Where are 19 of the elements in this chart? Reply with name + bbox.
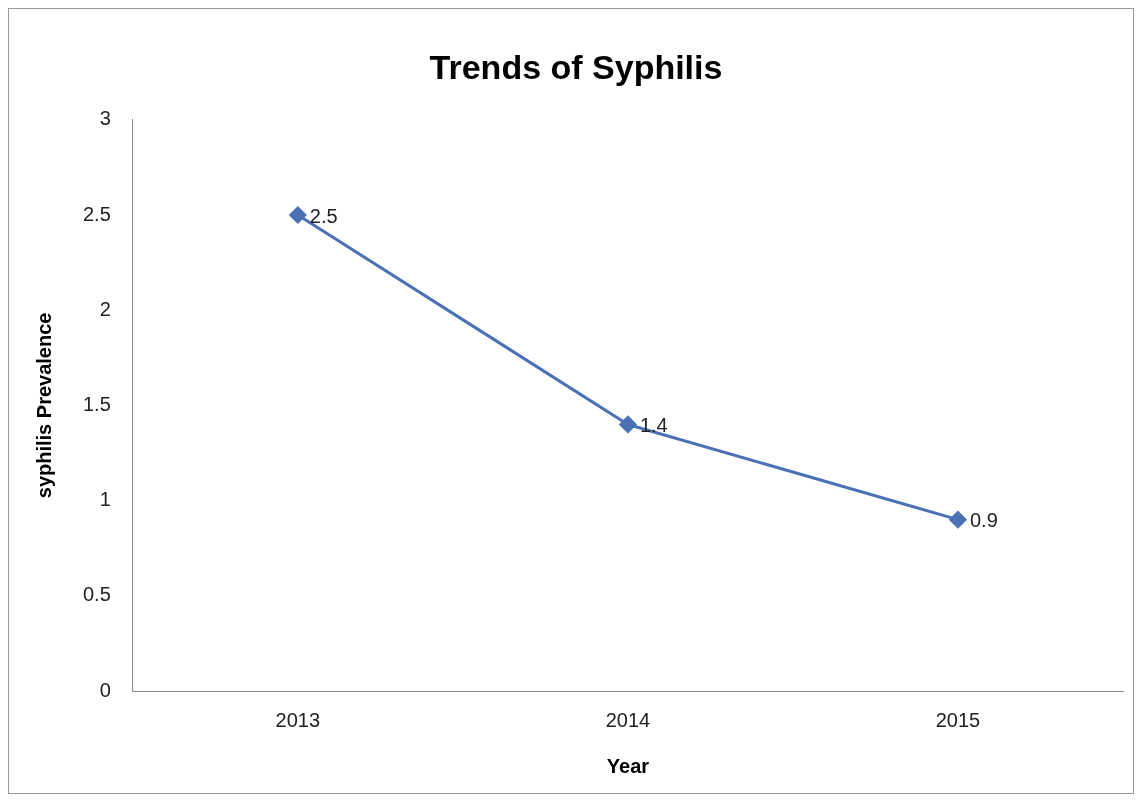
point <box>949 511 967 529</box>
x-tick-label: 2015 <box>935 708 981 731</box>
x-tick-label: 2013 <box>275 708 321 731</box>
x-tick-label: 2014 <box>605 708 651 731</box>
data-label: 0.9 <box>969 509 998 532</box>
y-tick-label: 0 <box>99 678 111 701</box>
point <box>619 415 637 433</box>
y-tick-label: 0.5 <box>82 583 111 606</box>
chart-title: Trends of Syphilis <box>429 47 723 86</box>
point <box>289 206 307 224</box>
data-label: 1.4 <box>639 413 668 436</box>
y-tick-label: 2.5 <box>82 202 111 225</box>
y-axis-title: syphilis Prevalence <box>32 312 55 499</box>
x-axis-title: Year <box>606 754 650 777</box>
y-tick-label: 3 <box>99 107 111 130</box>
y-tick-label: 1.5 <box>82 392 111 415</box>
y-tick-label: 1 <box>99 488 111 511</box>
y-tick-label: 2 <box>99 297 111 320</box>
data-label: 2.5 <box>309 204 338 227</box>
